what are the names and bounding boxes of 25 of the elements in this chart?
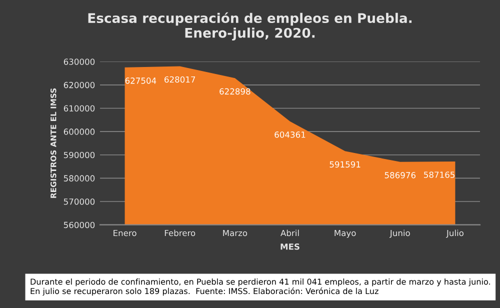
x-tick-label: Julio xyxy=(446,230,464,238)
x-tick-label: Enero xyxy=(114,230,136,236)
y-tick-label: 580000 xyxy=(64,175,95,182)
data-label: 622898 xyxy=(220,88,250,95)
data-label: 604361 xyxy=(274,131,306,138)
y-tick-label: 620000 xyxy=(64,82,95,88)
data-label: 586976 xyxy=(384,172,416,178)
y-tick-label: 600000 xyxy=(64,128,95,135)
y-tick-label: 590000 xyxy=(64,152,95,158)
x-tick-label: Abril xyxy=(280,230,299,236)
y-tick-label: 630000 xyxy=(64,58,95,65)
x-tick-label: Marzo xyxy=(223,230,248,236)
data-label: 591591 xyxy=(330,161,360,168)
data-label: 587165 xyxy=(424,172,454,178)
text: Durante el periodo de confinamiento, en Puebla se perdieron 41 mil 041 empleos, a partir de marzo y hasta junio. En julio se recuperaron solo 189 plazas. Fuente: IMSS. Elaboración: Verónica de la Luz xyxy=(30,278,490,296)
data-label: 627504 xyxy=(125,78,156,84)
y-tick-label: 610000 xyxy=(64,105,95,112)
y-tick-label: 560000 xyxy=(64,222,95,228)
x-tick-label: Mayo xyxy=(334,230,356,238)
x-axis-title: MES xyxy=(280,243,300,250)
data-label: 628017 xyxy=(164,76,196,83)
chart-title: Escasa recuperación de empleos en Puebla. Enero-julio, 2020. xyxy=(88,12,412,40)
x-tick-label: Junio xyxy=(389,230,410,238)
y-tick-label: 570000 xyxy=(64,198,95,205)
x-tick-label: Febrero xyxy=(164,230,196,236)
